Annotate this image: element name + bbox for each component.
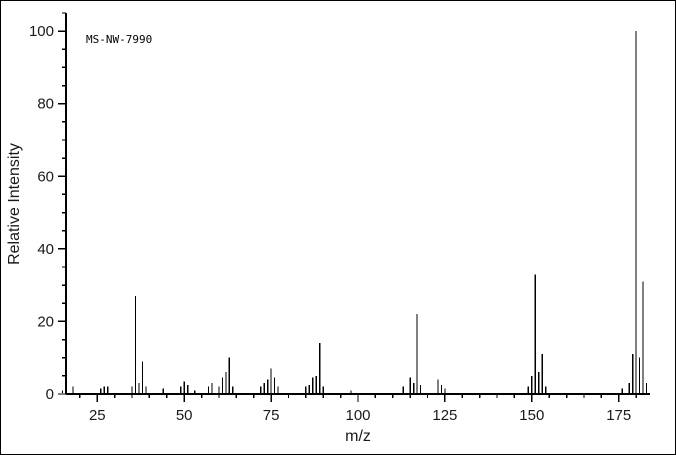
y-tick-label: 0 — [46, 386, 54, 403]
tick-marks — [58, 12, 637, 402]
x-tick-label: 50 — [176, 407, 193, 424]
y-axis-label: Relative Intensity — [6, 143, 23, 265]
y-tick-label: 40 — [37, 241, 54, 258]
x-tick-label: 100 — [345, 407, 370, 424]
x-axis-label: m/z — [345, 428, 371, 445]
axes — [65, 13, 650, 395]
y-tick-label: 20 — [37, 313, 54, 330]
y-tick-label: 80 — [37, 96, 54, 113]
tick-labels: 25 50 75 100 125 150 175 0 20 40 60 80 100 — [29, 23, 631, 424]
spectrum-id-label: MS-NW-7990 — [86, 33, 152, 46]
x-tick-label: 125 — [432, 407, 457, 424]
peak-lines — [61, 31, 648, 393]
y-tick-label: 60 — [37, 168, 54, 185]
x-tick-label: 150 — [519, 407, 544, 424]
x-tick-label: 75 — [263, 407, 280, 424]
x-tick-label: 25 — [89, 407, 106, 424]
y-tick-label: 100 — [29, 23, 54, 40]
x-tick-label: 175 — [606, 407, 631, 424]
